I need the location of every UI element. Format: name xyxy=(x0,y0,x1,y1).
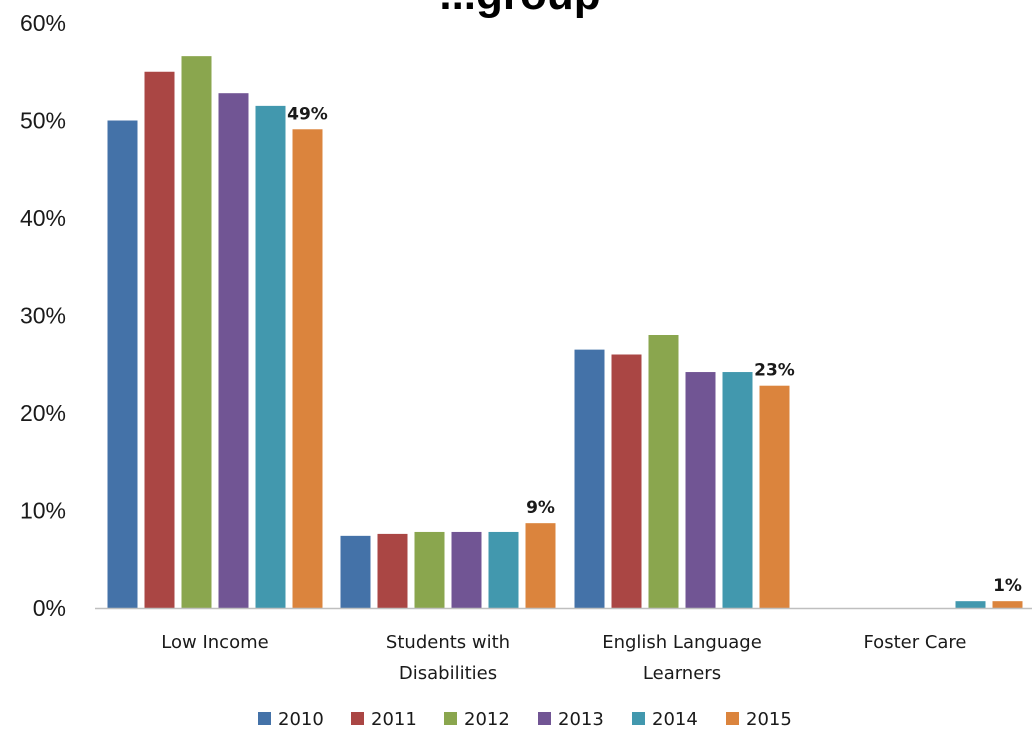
chart-title: ...group xyxy=(439,0,600,19)
y-tick-label: 30% xyxy=(20,303,66,329)
x-category-label: Learners xyxy=(643,663,721,684)
bar-2015-0 xyxy=(292,129,323,608)
bar-2010-2 xyxy=(574,349,605,608)
data-label: 23% xyxy=(754,361,795,381)
bar-2011-0 xyxy=(144,71,175,608)
bar-2011-1 xyxy=(377,533,408,608)
bar-2010-1 xyxy=(340,535,371,608)
bar-2010-0 xyxy=(107,120,138,608)
bar-2014-1 xyxy=(488,531,519,608)
chart-title-group: ...group xyxy=(439,0,600,19)
x-axis-labels: Low Income Students with Disabilities Engli… xyxy=(161,632,966,684)
legend-label: 2010 xyxy=(278,709,324,730)
legend-swatch-2011 xyxy=(351,712,364,725)
bar-2015-1 xyxy=(525,523,556,608)
bar-2013-2 xyxy=(685,372,716,608)
legend-swatch-2012 xyxy=(444,712,457,725)
legend-label: 2015 xyxy=(746,709,792,730)
bars xyxy=(107,56,1023,608)
bar-2013-0 xyxy=(218,93,249,608)
legend-label: 2014 xyxy=(652,709,698,730)
legend-label: 2012 xyxy=(464,709,510,730)
data-label: 9% xyxy=(526,498,555,518)
y-tick-label: 20% xyxy=(20,400,66,426)
bar-2014-3 xyxy=(955,601,986,608)
bar-2012-2 xyxy=(648,335,679,608)
legend-swatch-2013 xyxy=(538,712,551,725)
legend-swatch-2015 xyxy=(726,712,739,725)
legend-swatch-2010 xyxy=(258,712,271,725)
y-tick-label: 0% xyxy=(33,595,66,621)
bar-2013-1 xyxy=(451,531,482,608)
legend-label: 2011 xyxy=(371,709,417,730)
legend-label: 2013 xyxy=(558,709,604,730)
y-tick-label: 40% xyxy=(20,205,66,231)
bar-2011-2 xyxy=(611,354,642,608)
data-labels: 49% 9% 23% 1% xyxy=(287,104,1022,596)
y-tick-label: 60% xyxy=(20,10,66,36)
x-category-label: Students with xyxy=(386,632,510,653)
data-label: 1% xyxy=(993,576,1022,596)
bar-2014-0 xyxy=(255,105,286,608)
x-category-label: Low Income xyxy=(161,632,268,653)
data-label: 49% xyxy=(287,104,328,124)
bar-2012-1 xyxy=(414,531,445,608)
bar-2014-2 xyxy=(722,372,753,608)
legend: 2010 2011 2012 2013 2014 2015 xyxy=(258,709,792,730)
x-category-label: Disabilities xyxy=(399,663,497,684)
bar-2015-3 xyxy=(992,601,1023,608)
bar-2015-2 xyxy=(759,385,790,608)
y-tick-label: 50% xyxy=(20,108,66,134)
x-category-label: Foster Care xyxy=(863,632,966,653)
x-category-label: English Language xyxy=(602,632,762,653)
y-axis: 0% 10% 20% 30% 40% 50% 60% xyxy=(20,10,66,621)
legend-swatch-2014 xyxy=(632,712,645,725)
bar-2012-0 xyxy=(181,56,212,608)
y-tick-label: 10% xyxy=(20,498,66,524)
